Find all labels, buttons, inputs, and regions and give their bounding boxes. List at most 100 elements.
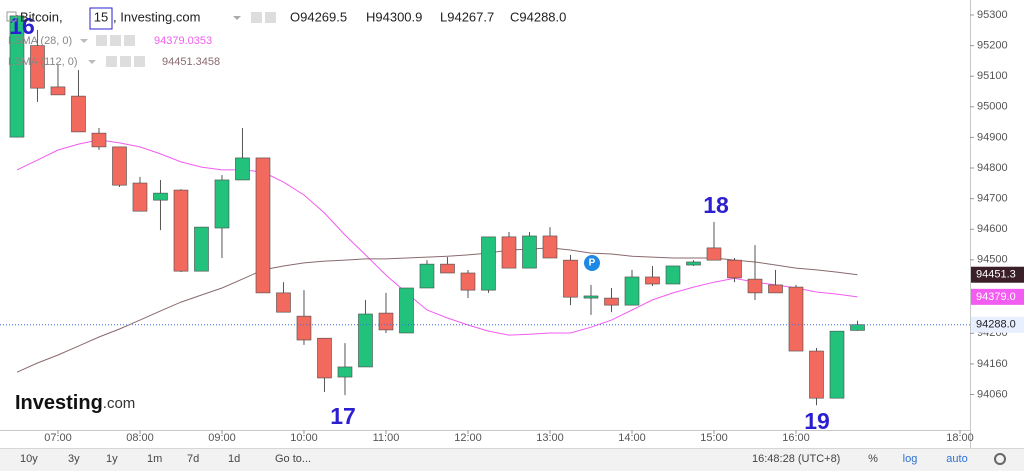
interval-box[interactable] bbox=[89, 7, 113, 30]
candle-body bbox=[419, 263, 435, 289]
period-button[interactable]: 1d bbox=[228, 453, 240, 465]
price-tag bbox=[971, 316, 1024, 333]
annotation: 19 bbox=[804, 408, 830, 434]
toolbar-buttons: 10y 3y 1y 1m 7d 1d Go to... 16:48:28 (UTC+8)% lo… bbox=[20, 453, 968, 465]
candle-body bbox=[768, 284, 783, 294]
option-button[interactable]: auto bbox=[946, 453, 967, 465]
settings-icon[interactable] bbox=[110, 35, 121, 46]
x-tick-label: 09:00 bbox=[208, 432, 236, 444]
y-tick-label: 94700 bbox=[977, 193, 1008, 205]
price-tag bbox=[971, 266, 1024, 283]
candle-body bbox=[481, 236, 496, 291]
option-button[interactable]: log bbox=[903, 453, 918, 465]
toolbar bbox=[0, 448, 1024, 471]
period-button[interactable]: 10y bbox=[20, 453, 38, 465]
indicator-name: LSMA (112, 0) bbox=[8, 56, 78, 68]
candle-body bbox=[706, 247, 722, 261]
plot-area: 16 17 18 19 P bbox=[0, 13, 970, 434]
candle-body bbox=[460, 272, 476, 291]
dropdown-icon[interactable] bbox=[88, 60, 96, 64]
ohlc-open: O94269.5 bbox=[290, 9, 347, 24]
candle-body bbox=[563, 259, 578, 298]
candle-body bbox=[727, 259, 742, 279]
period-button[interactable]: Go to... bbox=[275, 453, 311, 465]
candle-body bbox=[604, 297, 619, 306]
candle-body bbox=[645, 276, 660, 285]
y-tick-label: 94500 bbox=[977, 254, 1008, 266]
y-tick-label: 94600 bbox=[977, 223, 1008, 235]
settings-icon[interactable] bbox=[265, 12, 276, 23]
x-tick-label: 10:00 bbox=[290, 432, 318, 444]
candle-body bbox=[522, 235, 537, 269]
candle-body bbox=[173, 189, 189, 272]
candle-body bbox=[276, 292, 291, 313]
candle-body bbox=[50, 86, 66, 96]
candle-body bbox=[214, 179, 230, 229]
y-tick-label: 94160 bbox=[977, 358, 1008, 370]
annotation: 16 bbox=[9, 13, 35, 39]
candle-body bbox=[809, 350, 824, 399]
candle-body bbox=[9, 15, 25, 138]
y-tick-label: 94060 bbox=[977, 388, 1008, 400]
candle-body bbox=[153, 192, 168, 201]
event-marker-label: P bbox=[589, 258, 596, 269]
candle-body bbox=[378, 312, 394, 331]
candle-body bbox=[440, 263, 455, 274]
ohlc-low: L94267.7 bbox=[440, 9, 494, 24]
annotation: 18 bbox=[703, 192, 729, 218]
eye-icon[interactable] bbox=[106, 56, 117, 67]
x-tick-label: 15:00 bbox=[700, 432, 728, 444]
ohlc-high: H94300.9 bbox=[366, 9, 422, 24]
eye-icon[interactable] bbox=[251, 12, 262, 23]
candle-body bbox=[542, 235, 558, 259]
y-tick-label: 94800 bbox=[977, 162, 1008, 174]
settings-icon[interactable] bbox=[120, 56, 131, 67]
settings-gear[interactable] bbox=[994, 453, 1006, 465]
period-button[interactable]: 3y bbox=[68, 453, 80, 465]
candle-body bbox=[132, 182, 148, 212]
indicator-name: LSMA (28, 0) bbox=[8, 35, 72, 47]
dropdown-icon[interactable] bbox=[233, 16, 241, 20]
candle-body bbox=[501, 236, 517, 269]
period-button[interactable]: 1m bbox=[147, 453, 162, 465]
option-button[interactable]: % bbox=[868, 453, 878, 465]
candle-body bbox=[112, 146, 127, 186]
x-tick-label: 13:00 bbox=[536, 432, 564, 444]
interval[interactable]: 15 bbox=[94, 9, 108, 24]
eye-icon[interactable] bbox=[96, 35, 107, 46]
candle-body bbox=[665, 265, 681, 285]
x-tick-label: 11:00 bbox=[373, 432, 400, 444]
close-icon[interactable] bbox=[124, 35, 135, 46]
candle-body bbox=[255, 157, 271, 294]
y-tick-label: 95100 bbox=[977, 70, 1008, 82]
dropdown-icon[interactable] bbox=[80, 39, 88, 43]
x-tick-label: 12:00 bbox=[454, 432, 482, 444]
candle-body bbox=[358, 313, 373, 368]
candle-body bbox=[71, 95, 86, 133]
y-tick-label: 94900 bbox=[977, 131, 1008, 143]
collapse-icon[interactable] bbox=[6, 11, 17, 22]
candle-body bbox=[317, 337, 332, 379]
candle-body bbox=[583, 295, 599, 299]
x-tick-label: 14:00 bbox=[618, 432, 646, 444]
candle-body bbox=[91, 132, 107, 148]
candle-body bbox=[829, 330, 845, 399]
period-button[interactable]: 7d bbox=[187, 453, 199, 465]
clock: 16:48:28 (UTC+8) bbox=[752, 453, 840, 465]
indicator-value: 94451.3458 bbox=[162, 56, 220, 68]
period-button[interactable]: 1y bbox=[106, 453, 118, 465]
price-tag-label: 94379.0 bbox=[976, 291, 1016, 303]
candle-body bbox=[337, 366, 353, 378]
close-icon[interactable] bbox=[134, 56, 145, 67]
x-tick-label: 07:00 bbox=[44, 432, 72, 444]
price-tag-label: 94451.3 bbox=[976, 269, 1016, 281]
price-tag-label: 94288.0 bbox=[976, 319, 1016, 331]
x-tick-label: 16:00 bbox=[782, 432, 810, 444]
price-tag bbox=[971, 288, 1024, 305]
x-tick-label: 18:00 bbox=[946, 432, 974, 444]
ohlc-close: C94288.0 bbox=[510, 9, 566, 24]
candle-body bbox=[399, 287, 414, 334]
indicator-line bbox=[16, 139, 858, 336]
